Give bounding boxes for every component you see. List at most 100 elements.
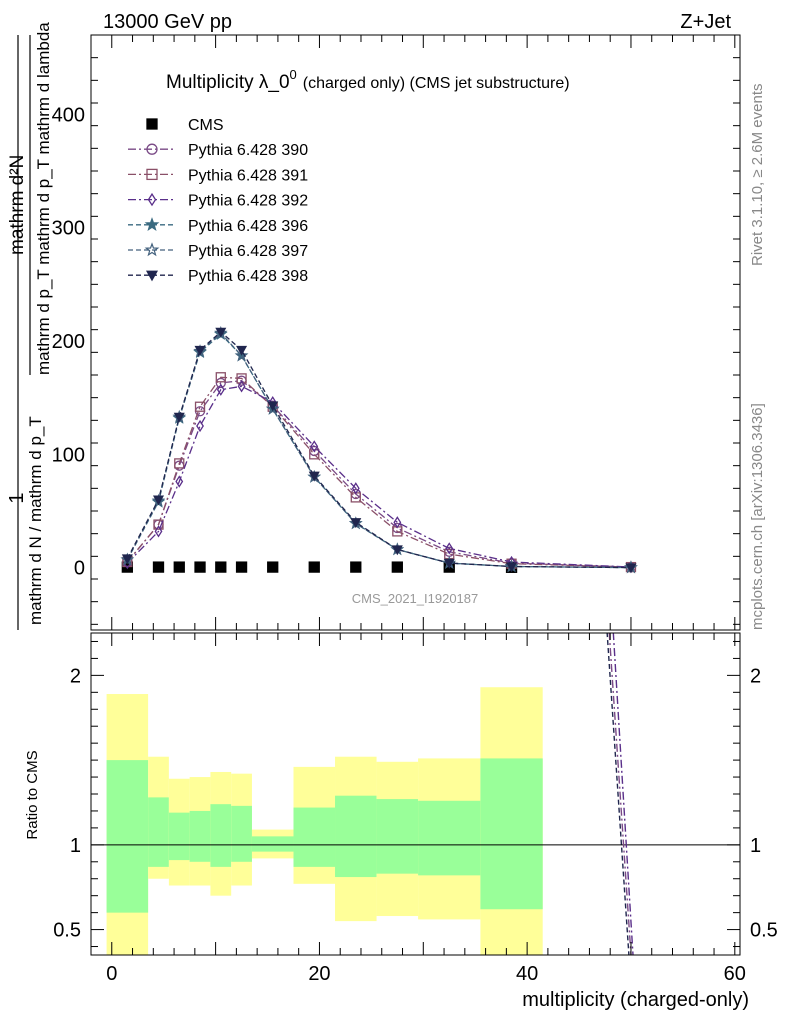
legend-label: Pythia 6.428 392 <box>188 193 308 210</box>
data-point <box>391 545 403 556</box>
rivet-label: Rivet 3.1.10, ≥ 2.6M events <box>749 84 766 267</box>
series-line <box>126 333 632 569</box>
ratio-band-green <box>293 807 336 867</box>
data-point <box>391 561 403 573</box>
ylabel-numerator: mathrm d²N <box>7 155 28 255</box>
analysis-watermark: CMS_2021_I1920187 <box>352 591 479 606</box>
ratio-curve <box>608 633 632 955</box>
data-point <box>194 561 206 573</box>
legend-label: Pythia 6.428 391 <box>188 167 308 184</box>
data-point <box>308 471 320 482</box>
legend-label: Pythia 6.428 390 <box>188 142 308 159</box>
data-point <box>215 327 227 338</box>
y-tick-label: 200 <box>52 331 85 353</box>
legend-entry: Pythia 6.428 396 <box>128 217 308 235</box>
data-point <box>234 348 249 362</box>
ratio-curves <box>606 633 634 955</box>
data-point <box>194 401 206 412</box>
x-tick-label: 0 <box>106 963 117 985</box>
y-axis-label: 1 mathrm d N / mathrm d p_T mathrm d²N m… <box>6 22 53 630</box>
ratio-y-tick-label-left: 0.5 <box>53 920 81 942</box>
data-point <box>152 495 165 506</box>
x-tick-label: 60 <box>724 963 746 985</box>
mcplots-label: mcplots.cern.ch [arXiv:1306.3436] <box>749 403 766 630</box>
series-line <box>126 385 632 568</box>
series-line <box>126 332 632 569</box>
ratio-band-green <box>418 800 481 876</box>
ratio-y-tick-label-left: 1 <box>70 835 81 857</box>
header-energy: 13000 GeV pp <box>103 11 232 33</box>
ratio-band-green <box>168 812 190 861</box>
legend-entry: Pythia 6.428 392 <box>128 193 308 210</box>
ratio-band-green <box>148 797 169 867</box>
data-point <box>144 217 160 232</box>
data-point <box>506 562 518 573</box>
ratio-band-green <box>251 836 294 852</box>
y-tick-label: 300 <box>52 218 85 240</box>
data-point <box>144 242 160 257</box>
legend-entry: Pythia 6.428 397 <box>128 242 308 260</box>
series-pythia-6-428-391 <box>122 372 637 573</box>
ylabel-prefix-den: mathrm d N / mathrm d p_T <box>26 416 45 625</box>
main-panel-frame <box>90 34 741 631</box>
ratio-axis-ticks: 0 20 40 600.5 0.51 12 2 <box>53 633 778 985</box>
data-point <box>215 372 226 383</box>
data-point <box>236 373 247 384</box>
ratio-y-tick-label-right: 2 <box>750 665 761 687</box>
ratio-curve <box>612 633 634 955</box>
series-line <box>126 331 632 569</box>
legend-entry: Pythia 6.428 391 <box>128 167 308 184</box>
data-point <box>216 383 225 396</box>
chart-title: Multiplicity λ_00 (charged only) (CMS jet… <box>166 67 570 93</box>
data-point <box>146 143 158 155</box>
y-tick-label: 0 <box>74 558 85 580</box>
chart-title-sup: 0 <box>290 67 297 82</box>
series-pythia-6-428-397 <box>120 325 638 574</box>
chart-title-main: Multiplicity λ_0 <box>166 72 290 93</box>
data-point <box>173 561 185 573</box>
data-point <box>175 475 184 488</box>
data-point <box>350 518 362 529</box>
header-process: Z+Jet <box>680 11 731 33</box>
series-line <box>126 376 632 568</box>
data-point <box>194 345 206 356</box>
data-point <box>152 561 165 573</box>
ratio-y-tick-label-right: 0.5 <box>750 920 778 942</box>
ratio-band-green <box>210 804 232 867</box>
legend-label: Pythia 6.428 396 <box>188 218 308 235</box>
data-point <box>308 561 320 573</box>
data-point <box>237 380 246 393</box>
ratio-band-green <box>335 795 377 878</box>
ratio-curve <box>606 633 630 955</box>
main-series-group <box>120 325 638 574</box>
data-point <box>267 401 279 412</box>
legend-entry: Pythia 6.428 398 <box>128 268 308 285</box>
legend-entry: Pythia 6.428 390 <box>128 142 308 159</box>
series-pythia-6-428-398 <box>121 327 637 574</box>
data-point <box>121 554 133 565</box>
ratio-band-green <box>106 760 149 913</box>
x-axis-label: multiplicity (charged-only) <box>522 989 749 1011</box>
data-point <box>267 561 279 573</box>
ratio-band-green <box>376 799 419 874</box>
data-point <box>147 192 157 207</box>
data-point <box>173 412 185 423</box>
legend-entry: CMS <box>146 117 224 134</box>
ratio-ylabel: Ratio to CMS <box>24 750 41 839</box>
data-point <box>350 561 362 573</box>
ratio-band-green <box>231 805 252 862</box>
y-tick-label: 400 <box>52 104 85 126</box>
ylabel-prefix-num: 1 <box>6 492 28 503</box>
main-axis-ticks: 0 100 200 300 400 <box>52 35 740 630</box>
series-pythia-6-428-396 <box>120 327 638 574</box>
data-point <box>154 525 163 538</box>
data-point <box>625 563 637 574</box>
ratio-band-green <box>189 810 211 862</box>
series-pythia-6-428-392 <box>123 380 635 574</box>
data-point <box>309 449 320 460</box>
data-point <box>235 561 248 573</box>
series-pythia-6-428-390 <box>122 375 637 573</box>
data-point <box>310 440 319 453</box>
data-point <box>153 519 164 530</box>
ratio-y-tick-label-left: 2 <box>70 665 81 687</box>
